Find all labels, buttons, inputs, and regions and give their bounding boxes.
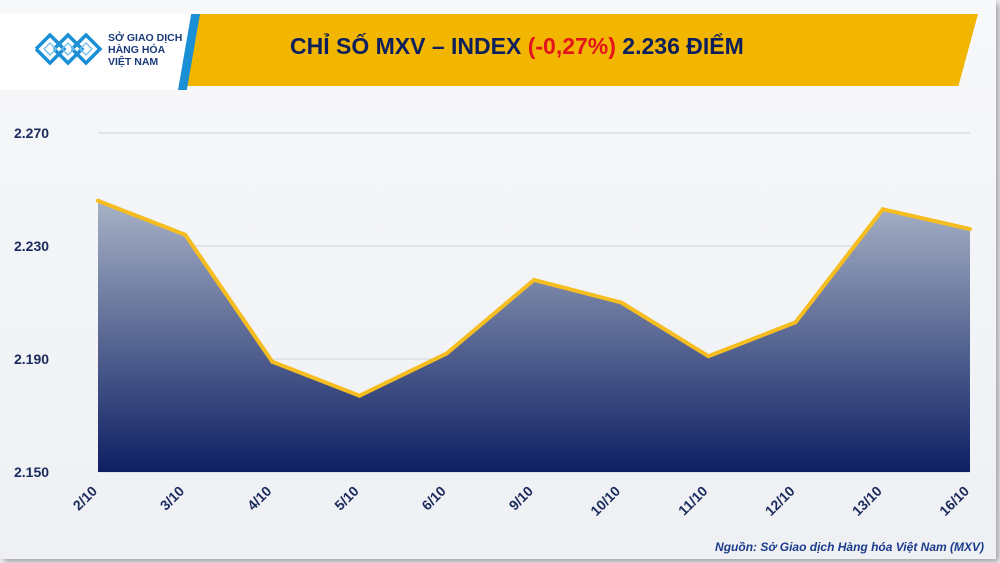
logo-line-2: HÀNG HÓA — [108, 44, 166, 56]
source-note: Nguồn: Sở Giao dịch Hàng hóa Việt Nam (M… — [715, 540, 984, 554]
data-point — [968, 227, 972, 232]
data-point — [444, 351, 449, 356]
y-axis-ticks: 2.150 2.190 2.230 2.270 — [14, 125, 49, 480]
data-point — [96, 198, 100, 203]
x-tick-label: 5/10 — [331, 483, 362, 514]
title-change: (-0,27%) — [527, 33, 616, 59]
data-point — [532, 277, 536, 282]
x-tick-label: 3/10 — [157, 483, 188, 514]
data-point — [357, 393, 362, 398]
chart-title: CHỈ SỐ MXV – INDEX (-0,27%) 2.236 ĐIỂM — [290, 33, 744, 60]
title-suffix: 2.236 ĐIỂM — [615, 33, 744, 59]
y-tick-label: 2.270 — [14, 125, 49, 141]
x-tick-label: 16/10 — [936, 483, 972, 519]
title-prefix: CHỈ SỐ MXV – INDEX — [290, 33, 528, 59]
data-point — [793, 320, 798, 325]
data-point — [183, 232, 188, 237]
data-point — [619, 300, 624, 305]
x-tick-label: 12/10 — [762, 483, 798, 519]
x-tick-label: 10/10 — [587, 483, 623, 519]
logo-line-3: VIỆT NAM — [108, 56, 159, 68]
mxv-logo-icon — [34, 32, 103, 66]
x-tick-label: 4/10 — [244, 483, 275, 514]
x-tick-label: 6/10 — [418, 483, 449, 514]
logo-text: SỞ GIAO DỊCH HÀNG HÓA VIỆT NAM — [108, 32, 182, 68]
logo-line-1: SỞ GIAO DỊCH — [108, 32, 183, 44]
data-point — [880, 207, 885, 212]
x-axis-ticks: 2/10 3/10 4/10 5/10 6/10 9/10 10/10 11/10 12/10 1… — [70, 483, 973, 519]
data-point — [270, 359, 275, 364]
y-tick-label: 2.190 — [14, 351, 49, 367]
x-tick-label: 2/10 — [70, 483, 101, 514]
x-tick-label: 11/10 — [675, 483, 711, 519]
x-tick-label: 13/10 — [849, 483, 885, 519]
y-tick-label: 2.150 — [14, 464, 49, 480]
y-tick-label: 2.230 — [14, 238, 49, 254]
area-fill — [98, 200, 970, 473]
x-tick-label: 9/10 — [506, 483, 537, 514]
data-point — [706, 354, 711, 359]
